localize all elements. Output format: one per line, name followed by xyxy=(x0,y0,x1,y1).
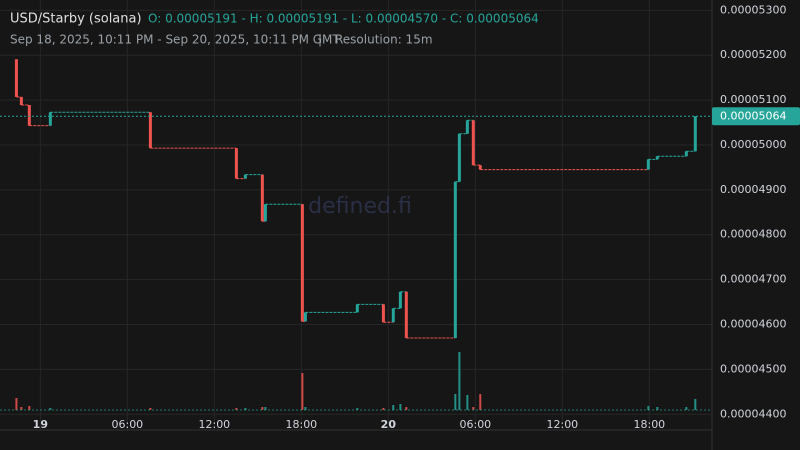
candle-body xyxy=(48,112,52,126)
volume-bar xyxy=(454,394,457,410)
y-tick-label: 0.00004400 xyxy=(720,407,786,420)
y-tick-label: 0.00004800 xyxy=(720,228,786,241)
volume-bar xyxy=(356,408,359,410)
candle-body xyxy=(260,174,264,222)
y-tick-label: 0.00005300 xyxy=(720,3,786,16)
volume-bar xyxy=(392,405,395,410)
volume-bar xyxy=(149,408,152,410)
volume-bar xyxy=(685,407,688,410)
x-tick-label: 06:00 xyxy=(459,418,491,431)
volume-bar xyxy=(472,407,475,410)
date-range: Sep 18, 2025, 10:11 PM - Sep 20, 2025, 1… xyxy=(10,33,340,47)
last-price-label: 0.00005064 xyxy=(720,109,786,122)
volume-bar xyxy=(458,352,461,410)
volume-bar xyxy=(479,394,482,410)
y-tick-label: 0.00005000 xyxy=(720,138,786,151)
candle-body xyxy=(263,204,267,222)
volume-bar xyxy=(656,407,659,410)
x-tick-label: 12:00 xyxy=(198,418,230,431)
watermark: defined.fi xyxy=(308,194,412,219)
y-tick-label: 0.00004500 xyxy=(720,362,786,375)
candle-body xyxy=(148,112,152,149)
candle-body xyxy=(381,304,385,323)
volume-bar xyxy=(15,398,18,410)
candle-body xyxy=(453,181,457,338)
candle-body xyxy=(655,156,659,160)
volume-bar xyxy=(28,406,31,410)
volume-bar xyxy=(304,407,307,410)
candle-body xyxy=(404,291,408,338)
x-tick-label: 20 xyxy=(381,418,397,431)
x-tick-label: 19 xyxy=(33,418,48,431)
candle-body xyxy=(465,120,469,134)
plot xyxy=(0,59,712,411)
y-tick-label: 0.00005100 xyxy=(720,93,786,106)
x-tick-label: 12:00 xyxy=(546,418,578,431)
volume-bar xyxy=(405,407,408,410)
ohlc-summary: O: 0.00005191 - H: 0.00005191 - L: 0.000… xyxy=(148,12,539,26)
y-tick-label: 0.00005200 xyxy=(720,48,786,61)
candle-body xyxy=(457,133,461,182)
candle-body xyxy=(243,174,247,179)
last-price-tag xyxy=(712,107,800,126)
x-tick-label: 18:00 xyxy=(633,418,665,431)
volume-bar xyxy=(301,373,304,410)
volume-bar xyxy=(264,407,267,410)
volume-bar xyxy=(235,408,238,410)
pair-name: USD/Starby (solana) xyxy=(10,12,142,27)
separator: | xyxy=(318,33,322,47)
resolution: Resolution: 15m xyxy=(335,33,433,47)
candle-body xyxy=(471,120,475,166)
candle-body xyxy=(693,116,697,152)
volume-bar xyxy=(244,408,247,410)
volume-bar xyxy=(382,408,385,410)
volume-bar xyxy=(49,408,52,410)
candle-body xyxy=(391,308,395,323)
volume-bar xyxy=(20,407,23,410)
candle-body xyxy=(303,312,307,322)
volume-bar xyxy=(694,399,697,410)
candle-body xyxy=(14,59,18,97)
volume-bar xyxy=(261,407,264,410)
volume-bar xyxy=(399,404,402,410)
x-tick-label: 18:00 xyxy=(285,418,317,431)
candle-body xyxy=(646,159,650,170)
candle-body xyxy=(478,165,482,170)
candle-body xyxy=(19,96,23,106)
volume-bar xyxy=(647,406,650,410)
y-tick-label: 0.00004600 xyxy=(720,318,786,331)
volume-bar xyxy=(466,395,469,410)
candle-body xyxy=(398,291,402,309)
y-tick-label: 0.00004900 xyxy=(720,183,786,196)
candle-body xyxy=(355,304,359,313)
candle-body xyxy=(300,204,304,322)
candle-body xyxy=(234,148,238,179)
candle-body xyxy=(27,105,31,126)
candle-body xyxy=(684,151,688,157)
x-tick-label: 06:00 xyxy=(111,418,143,431)
y-tick-label: 0.00004700 xyxy=(720,273,786,286)
